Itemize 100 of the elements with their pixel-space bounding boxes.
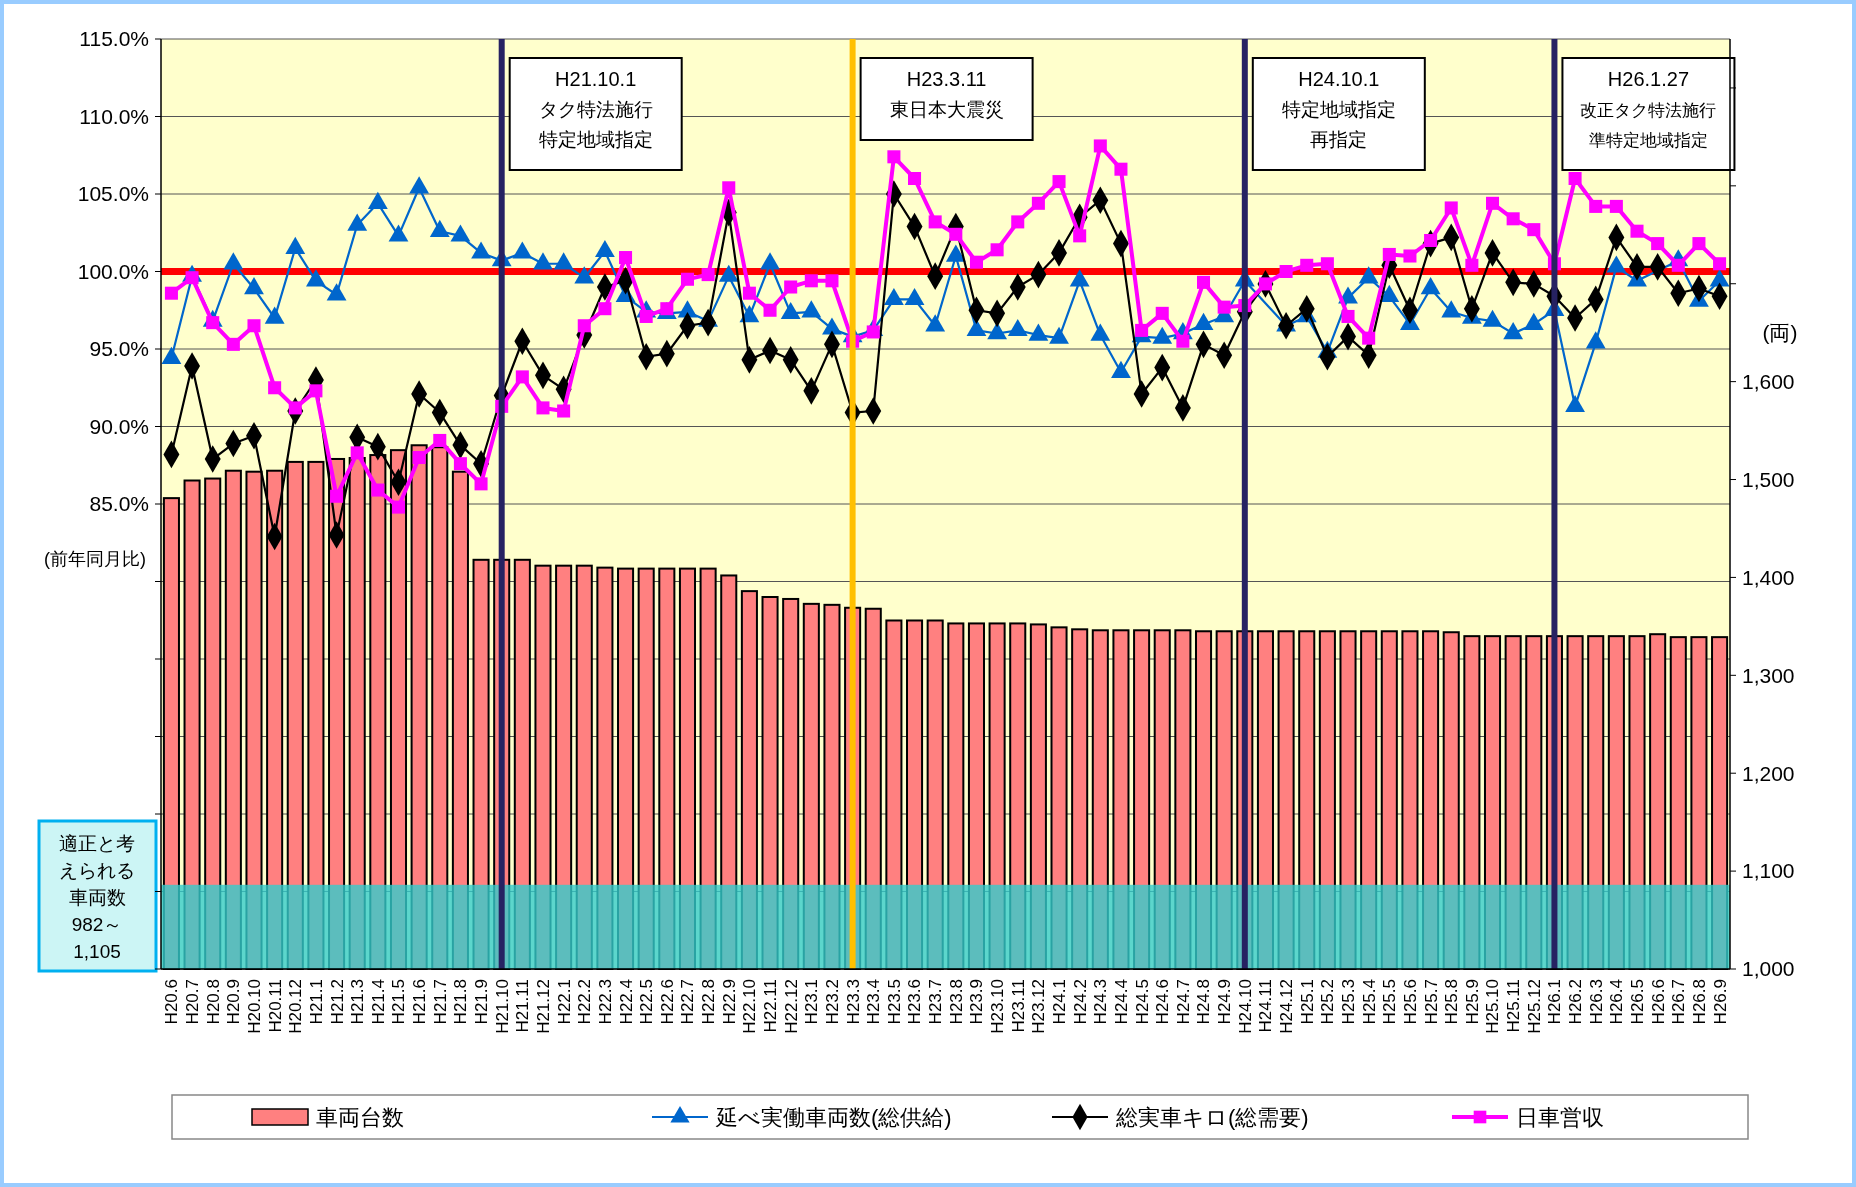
ref-line-label: H26.1.27 改正タク特法施行準特定地域指定 (1580, 68, 1717, 150)
x-tick-label: H26.6 (1648, 979, 1668, 1025)
x-tick-label: H24.6 (1153, 979, 1173, 1025)
ref-line-label: H24.10.1 特定地域指定再指定 (1281, 68, 1396, 150)
x-tick-label: H22.8 (699, 979, 719, 1025)
x-tick-label: H21.11 (513, 979, 533, 1033)
x-tick-label: H22.12 (781, 979, 801, 1034)
x-tick-label: H24.11 (1256, 979, 1276, 1033)
x-tick-label: H20.9 (224, 979, 244, 1025)
y-tick-label: 90.0% (89, 414, 149, 438)
x-tick-label: H25.7 (1421, 979, 1441, 1025)
y-tick-label: 110.0% (79, 104, 149, 128)
x-tick-label: H23.2 (822, 979, 842, 1025)
x-tick-label: H21.12 (533, 979, 553, 1034)
x-tick-label: H22.7 (678, 979, 698, 1025)
x-tick-label: H22.10 (740, 979, 760, 1034)
x-tick-label: H20.11 (265, 979, 285, 1033)
y2-tick-label: 1,100 (1742, 859, 1795, 883)
y2-tick-label: 1,300 (1742, 663, 1795, 687)
x-tick-label: H20.7 (183, 979, 203, 1025)
y2-tick-label: 1,200 (1742, 761, 1795, 785)
x-tick-label: H24.5 (1132, 979, 1152, 1025)
x-tick-label: H26.3 (1586, 979, 1606, 1025)
legend-label: 日車営収 (1516, 1104, 1604, 1130)
x-tick-label: H21.4 (368, 979, 388, 1025)
x-tick-label: H25.5 (1380, 979, 1400, 1025)
x-tick-label: H26.4 (1607, 979, 1627, 1025)
x-tick-label: H25.1 (1297, 979, 1317, 1025)
x-tick-label: H23.6 (905, 979, 925, 1025)
x-tick-label: H22.3 (595, 979, 615, 1025)
ref-line-label: H21.10.1 タク特法施行特定地域指定 (538, 68, 653, 150)
x-tick-label: H22.9 (719, 979, 739, 1025)
x-tick-label: H24.9 (1215, 979, 1235, 1025)
x-tick-label: H21.9 (472, 979, 491, 1025)
x-tick-label: H25.6 (1400, 979, 1420, 1025)
legend-label: 延べ実働車両数(総供給) (715, 1104, 952, 1130)
y2-tick-label: 1,500 (1742, 467, 1795, 491)
x-tick-label: H26.5 (1627, 979, 1647, 1025)
x-tick-label: H23.8 (946, 979, 966, 1025)
x-tick-label: H22.2 (575, 979, 595, 1025)
x-tick-label: H20.6 (162, 979, 182, 1025)
x-tick-label: H23.12 (1029, 979, 1049, 1034)
x-tick-label: H24.8 (1194, 979, 1214, 1025)
y-tick-label: 100.0% (77, 259, 149, 283)
x-tick-label: H23.7 (926, 979, 946, 1025)
x-tick-label: H25.11 (1504, 979, 1524, 1033)
x-tick-label: H23.9 (967, 979, 987, 1025)
x-tick-label: H23.5 (884, 979, 904, 1025)
x-tick-label: H24.2 (1070, 979, 1090, 1025)
x-tick-label: H26.8 (1689, 979, 1709, 1025)
x-tick-label: H25.3 (1338, 979, 1358, 1025)
x-tick-label: H25.4 (1359, 979, 1379, 1025)
x-tick-label: H21.8 (451, 979, 471, 1025)
x-tick-label: H23.1 (802, 979, 822, 1025)
legend-label: 車両台数 (316, 1104, 404, 1130)
x-tick-label: H25.9 (1462, 979, 1482, 1025)
y2-axis-title: (両) (1762, 321, 1798, 344)
x-tick-label: H24.7 (1173, 979, 1193, 1025)
x-tick-label: H21.5 (389, 979, 409, 1025)
x-tick-label: H23.11 (1008, 979, 1028, 1033)
x-tick-label: H22.11 (760, 979, 780, 1033)
x-tick-label: H20.12 (286, 979, 306, 1034)
x-tick-label: H23.3 (843, 979, 863, 1025)
x-tick-label: H25.12 (1524, 979, 1544, 1034)
x-tick-label: H22.1 (554, 979, 574, 1025)
x-tick-label: H25.2 (1318, 979, 1338, 1025)
x-tick-label: H25.8 (1442, 979, 1462, 1025)
x-tick-label: H22.6 (657, 979, 677, 1025)
y2-tick-label: 1,600 (1742, 369, 1795, 393)
x-tick-label: H21.7 (430, 979, 450, 1025)
x-tick-label: H21.3 (348, 979, 368, 1025)
y-tick-label: 85.0% (89, 492, 149, 516)
x-tick-label: H21.1 (306, 979, 326, 1025)
x-tick-label: H24.12 (1277, 979, 1297, 1034)
x-tick-label: H26.2 (1566, 979, 1586, 1025)
x-tick-label: H22.4 (616, 979, 636, 1025)
x-tick-label: H24.4 (1111, 979, 1131, 1025)
x-tick-label: H20.8 (203, 979, 223, 1025)
y2-tick-label: 1,000 (1742, 957, 1795, 981)
x-tick-label: H25.10 (1483, 979, 1503, 1034)
ref-line-label: H23.3.11 東日本大震災 (889, 68, 1004, 120)
x-tick-label: H21.6 (410, 979, 430, 1025)
y-tick-label: 115.0% (79, 27, 149, 51)
x-tick-label: H23.4 (864, 979, 884, 1025)
y-tick-label: 95.0% (89, 337, 149, 361)
x-tick-label: H26.9 (1710, 979, 1730, 1025)
x-tick-label: H23.10 (988, 979, 1008, 1034)
x-tick-label: H20.10 (244, 979, 264, 1034)
y-axis-title: (前年同月比) (44, 549, 146, 569)
x-tick-label: H21.2 (327, 979, 347, 1025)
x-tick-label: H26.1 (1545, 979, 1565, 1025)
x-tick-label: H22.5 (637, 979, 657, 1025)
y-tick-label: 105.0% (77, 182, 149, 206)
x-tick-label: H21.10 (492, 979, 512, 1034)
x-tick-label: H26.7 (1669, 979, 1689, 1025)
y2-tick-label: 1,400 (1742, 565, 1795, 589)
band-label: 適正と考えられる車両数 982～ 1,105 (59, 833, 135, 962)
x-tick-label: H24.1 (1049, 979, 1069, 1025)
x-tick-label: H24.3 (1091, 979, 1111, 1025)
legend-label: 総実車キロ(総需要) (1115, 1104, 1309, 1130)
